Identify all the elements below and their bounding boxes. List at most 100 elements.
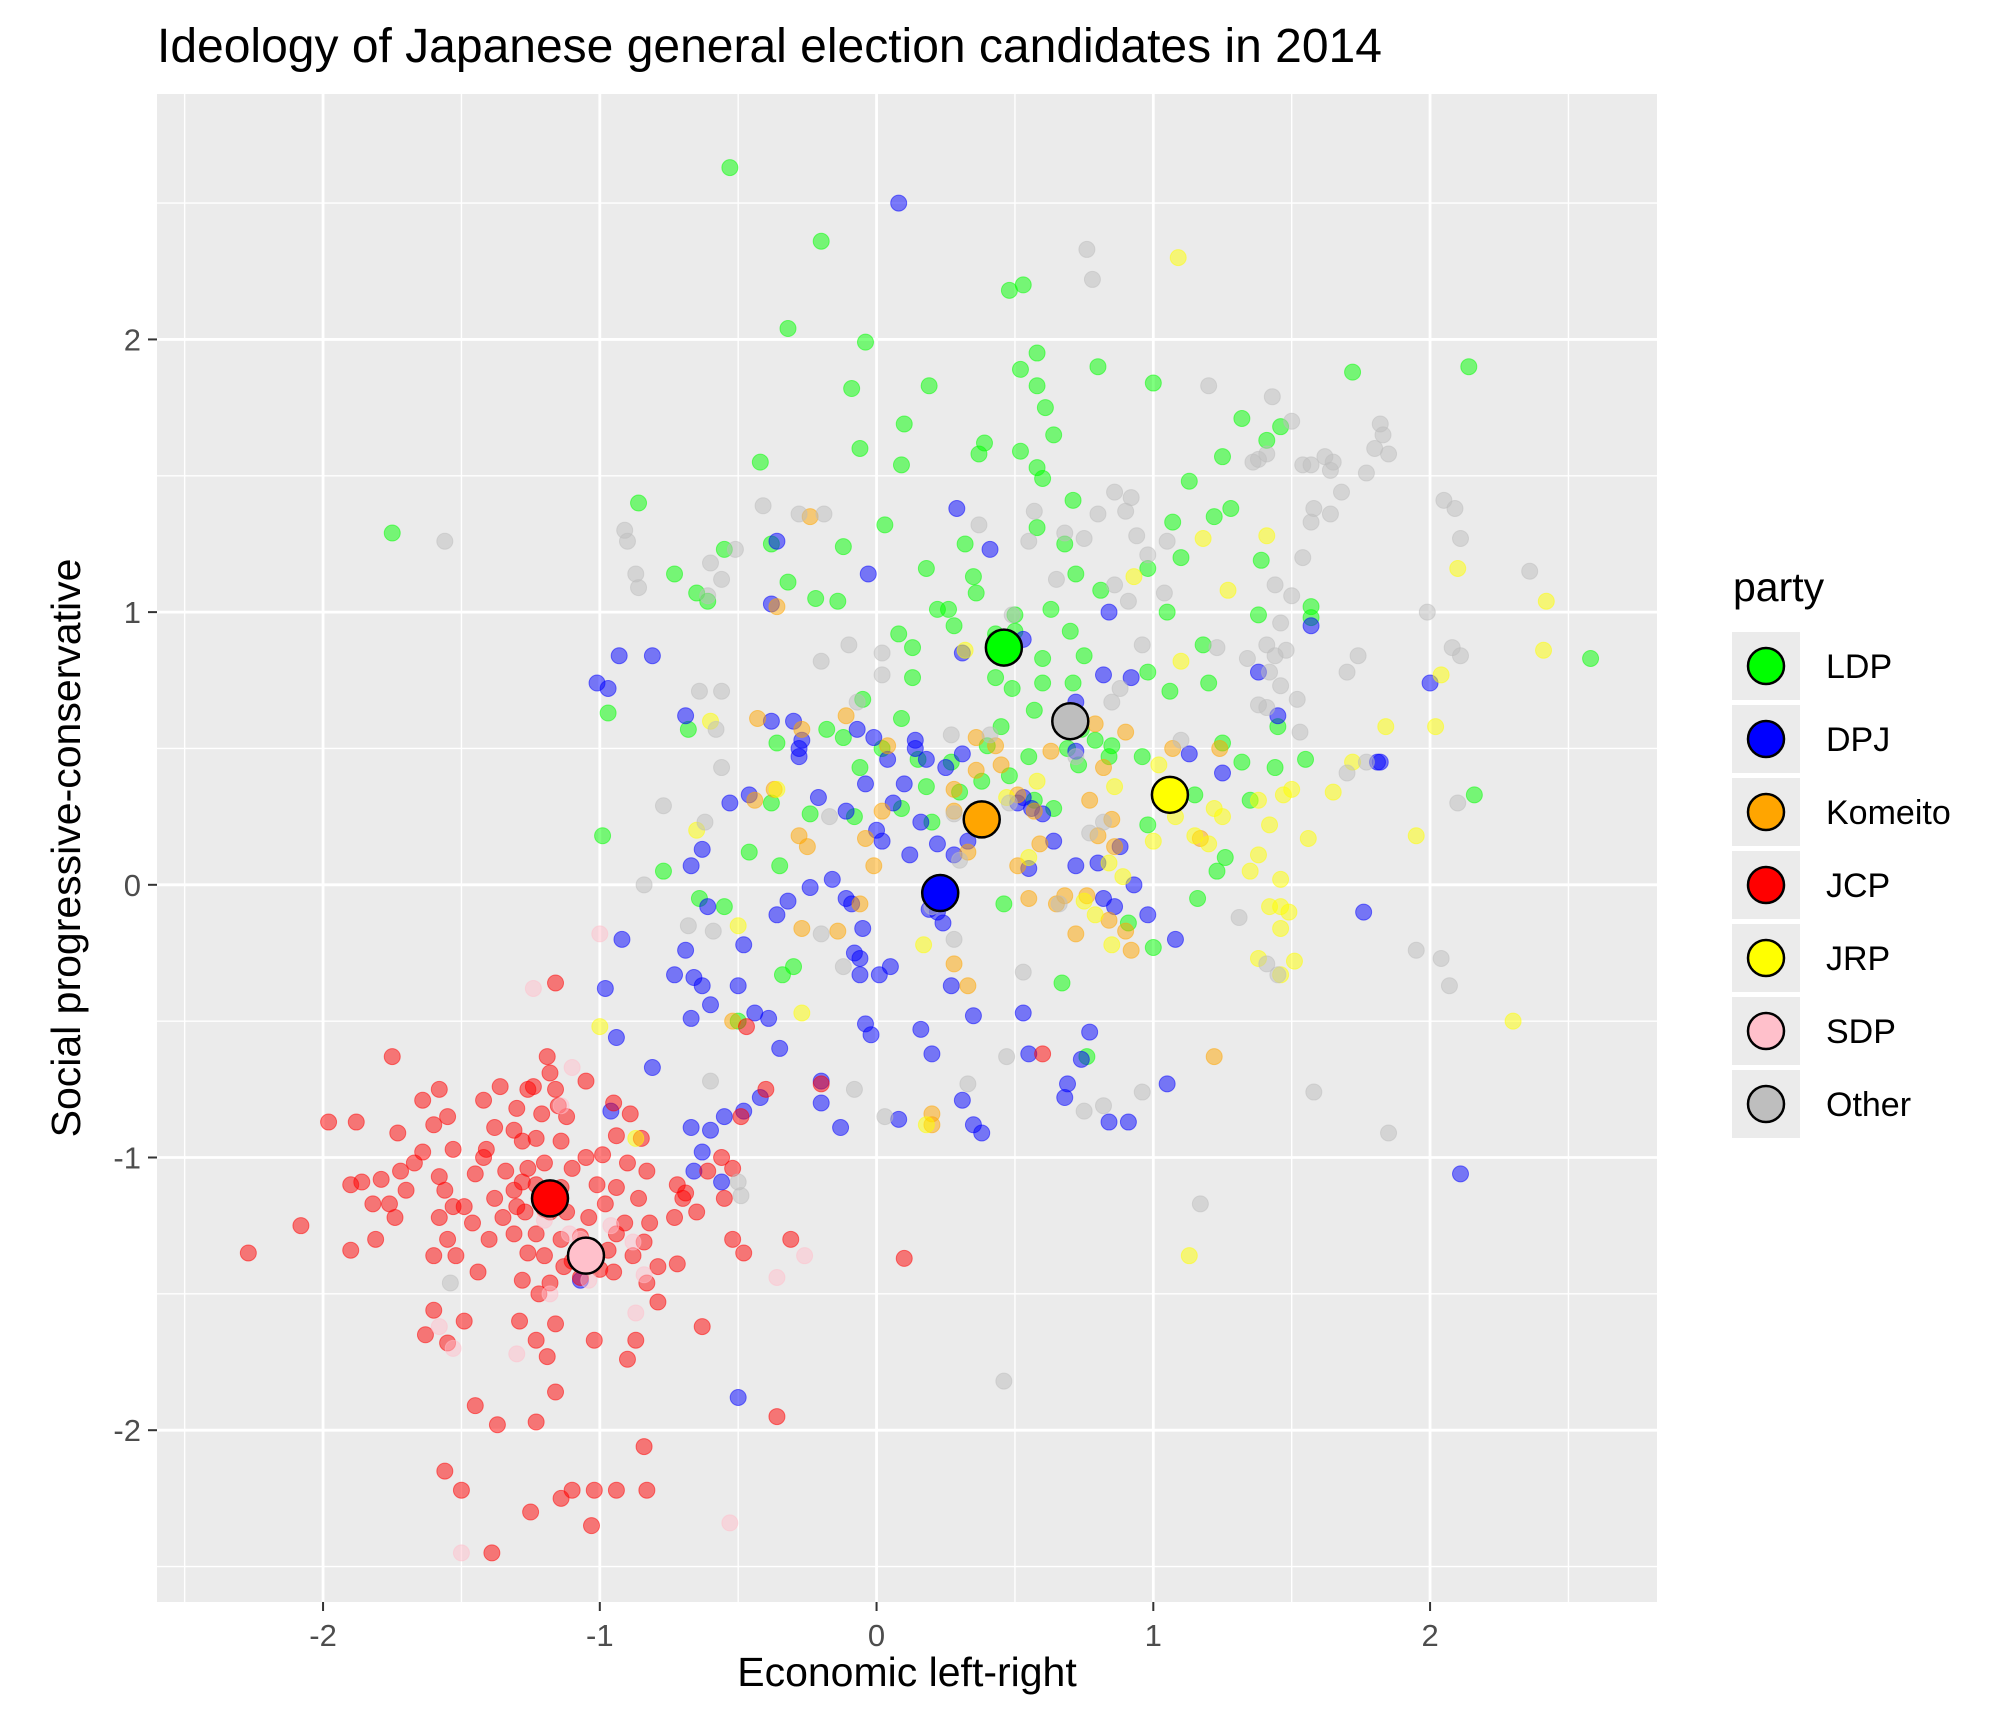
data-point-ldp [1034, 649, 1052, 667]
data-point-jcp [732, 1108, 750, 1126]
data-point-jcp [699, 1162, 717, 1180]
data-point-other [1324, 453, 1342, 471]
data-point-ldp [834, 729, 852, 747]
data-point-jcp [563, 1159, 581, 1177]
data-point-jrp [1172, 652, 1190, 670]
data-point-other [945, 805, 963, 823]
data-point-komeito [768, 598, 786, 616]
major-gridlines [157, 94, 1657, 1602]
data-point-jcp [630, 1189, 648, 1207]
data-point-ldp [1465, 786, 1483, 804]
data-point-jcp [605, 1094, 623, 1112]
data-point-other [1302, 456, 1320, 474]
data-point-other [1014, 963, 1032, 981]
data-point-other [1261, 663, 1279, 681]
data-point-dpj [768, 906, 786, 924]
data-point-jcp [486, 1119, 504, 1137]
data-point-other [1191, 1195, 1209, 1213]
x-tick-label: -1 [586, 1618, 614, 1653]
data-point-jcp [527, 1129, 545, 1147]
data-point-other [699, 587, 717, 605]
data-point-other [840, 636, 858, 654]
data-point-dpj [1072, 1050, 1090, 1068]
data-point-jrp [1219, 581, 1237, 599]
data-point-dpj [1213, 764, 1231, 782]
data-point-other [1003, 606, 1021, 624]
data-point-dpj [702, 996, 720, 1014]
data-point-other [1380, 1124, 1398, 1142]
data-point-ldp [1200, 674, 1218, 692]
data-point-dpj [809, 789, 827, 807]
data-point-ldp [807, 589, 825, 607]
data-point-jcp [713, 1149, 731, 1167]
data-point-other [1357, 753, 1375, 771]
data-point-jrp [1200, 835, 1218, 853]
data-point-other [1283, 587, 1301, 605]
data-point-dpj [923, 1045, 941, 1063]
data-point-jcp [475, 1149, 493, 1167]
x-tick-label: -2 [309, 1618, 337, 1653]
data-point-jrp [1537, 592, 1555, 610]
data-point-ldp [1297, 750, 1315, 768]
data-point-jcp [618, 1154, 636, 1172]
data-point-jcp [715, 1189, 733, 1207]
data-point-komeito [837, 707, 855, 725]
data-point-other [630, 579, 648, 597]
data-point-other [812, 652, 830, 670]
data-point-dpj [613, 930, 631, 948]
data-point-ldp [1222, 499, 1240, 517]
data-point-other [1128, 527, 1146, 545]
data-point-dpj [721, 794, 739, 812]
data-point-other [1263, 388, 1281, 406]
data-point-komeito [1025, 802, 1043, 820]
data-point-jrp [1100, 854, 1118, 872]
data-point-jcp [383, 1048, 401, 1066]
data-point-jcp [239, 1244, 257, 1262]
data-point-dpj [837, 802, 855, 820]
data-point-sdp [721, 1514, 739, 1532]
mean-point-komeito [962, 800, 1001, 839]
mean-point-sdp [566, 1236, 606, 1275]
data-point-other [707, 720, 725, 738]
data-point-jcp [466, 1397, 484, 1415]
legend-label-ldp: LDP [1826, 648, 1892, 686]
data-point-dpj [693, 977, 711, 995]
data-point-ldp [1089, 358, 1107, 376]
data-point-other [1089, 505, 1107, 523]
data-point-jcp [677, 1184, 695, 1202]
data-point-other [1349, 647, 1367, 665]
data-point-ldp [666, 565, 684, 583]
legend-label-komeito: Komeito [1826, 794, 1951, 832]
data-point-ldp [1161, 682, 1179, 700]
data-point-jcp [577, 1072, 595, 1090]
data-point-ldp [1036, 399, 1054, 417]
data-point-komeito [1042, 742, 1060, 760]
data-point-ldp [1028, 377, 1046, 395]
data-point-sdp [635, 1266, 653, 1284]
x-tick-label: 0 [868, 1618, 885, 1653]
data-point-jrp [1180, 1247, 1198, 1265]
data-point-other [1446, 499, 1464, 517]
data-point-other [815, 505, 833, 523]
data-point-ldp [1011, 360, 1029, 378]
data-point-sdp [796, 1247, 814, 1265]
data-point-jcp [430, 1209, 448, 1227]
data-point-jcp [538, 1048, 556, 1066]
data-point-jrp [1241, 862, 1259, 880]
data-point-jrp [1125, 568, 1143, 586]
data-point-other [1208, 639, 1226, 657]
data-point-jcp [666, 1209, 684, 1227]
data-point-dpj [682, 1119, 700, 1137]
data-point-ldp [1133, 748, 1151, 766]
y-tick-label: 2 [124, 322, 141, 357]
data-point-sdp [444, 1339, 462, 1357]
data-point-dpj [934, 914, 952, 932]
data-point-jrp [1020, 849, 1038, 867]
data-point-other [1432, 949, 1450, 967]
data-point-komeito [945, 955, 963, 973]
data-point-other [1333, 483, 1351, 501]
data-point-ldp [654, 862, 672, 880]
legend-symbol-other [1746, 1084, 1786, 1124]
data-point-jcp [552, 1132, 570, 1150]
data-point-dpj [1067, 857, 1085, 875]
